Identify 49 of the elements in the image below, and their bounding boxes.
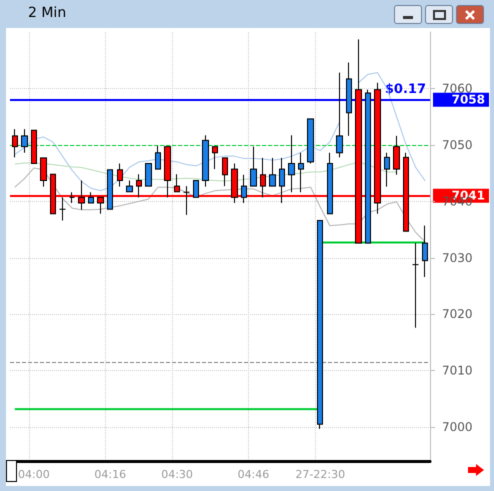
- candlestick: [155, 146, 161, 170]
- candlestick: [69, 192, 75, 204]
- chart-title: 2 Min: [28, 5, 66, 21]
- candlestick: [21, 128, 28, 154]
- candlestick: [327, 152, 333, 214]
- y-tick-label: 7050: [442, 138, 473, 152]
- y-tick-label: 7060: [442, 81, 473, 96]
- ref-line-label: 7058: [452, 92, 485, 107]
- candlestick: [250, 146, 257, 187]
- y-tick-label: 7000: [442, 420, 473, 434]
- candlestick: [212, 146, 218, 170]
- candlestick: [12, 128, 18, 158]
- candlestick: [241, 174, 247, 204]
- candlestick: [88, 192, 94, 204]
- candlestick: [59, 196, 66, 222]
- candlestick: [298, 152, 304, 193]
- x-tick-label: 04:46: [238, 468, 270, 481]
- candlestick: [336, 72, 343, 158]
- candlestick: [193, 180, 199, 198]
- candlestick: [422, 225, 428, 278]
- candlestick: [222, 157, 228, 187]
- x-tick-label: 04:30: [161, 468, 193, 481]
- candlestick: [412, 242, 419, 328]
- y-tick-label: 7010: [442, 364, 473, 378]
- candlestick: [117, 163, 123, 188]
- candlestick: [174, 174, 180, 192]
- candlestick: [384, 152, 390, 188]
- candlestick: [393, 135, 400, 176]
- x-tick-label: 04:00: [18, 468, 50, 481]
- x-tick-label: 04:16: [94, 468, 126, 481]
- line-series: [14, 168, 426, 242]
- candlestick: [269, 157, 276, 187]
- candlestick: [145, 163, 152, 187]
- candlestick: [365, 89, 371, 244]
- candlestick: [107, 169, 113, 210]
- candlestick: [346, 62, 352, 136]
- candlestick: [317, 220, 323, 430]
- candlestick: [40, 157, 47, 188]
- candlestick: [183, 186, 190, 216]
- annotation: $0.17: [384, 82, 426, 98]
- candlestick: [126, 180, 133, 192]
- candlestick: [279, 157, 285, 204]
- candlestick: [202, 134, 209, 188]
- y-tick-label: 7020: [442, 307, 473, 322]
- candlestick: [288, 134, 295, 193]
- candlestick: [307, 118, 314, 164]
- y-tick-label: 7030: [442, 250, 473, 265]
- x-tick-label: 27-22:30: [295, 468, 346, 481]
- candlestick: [31, 130, 37, 164]
